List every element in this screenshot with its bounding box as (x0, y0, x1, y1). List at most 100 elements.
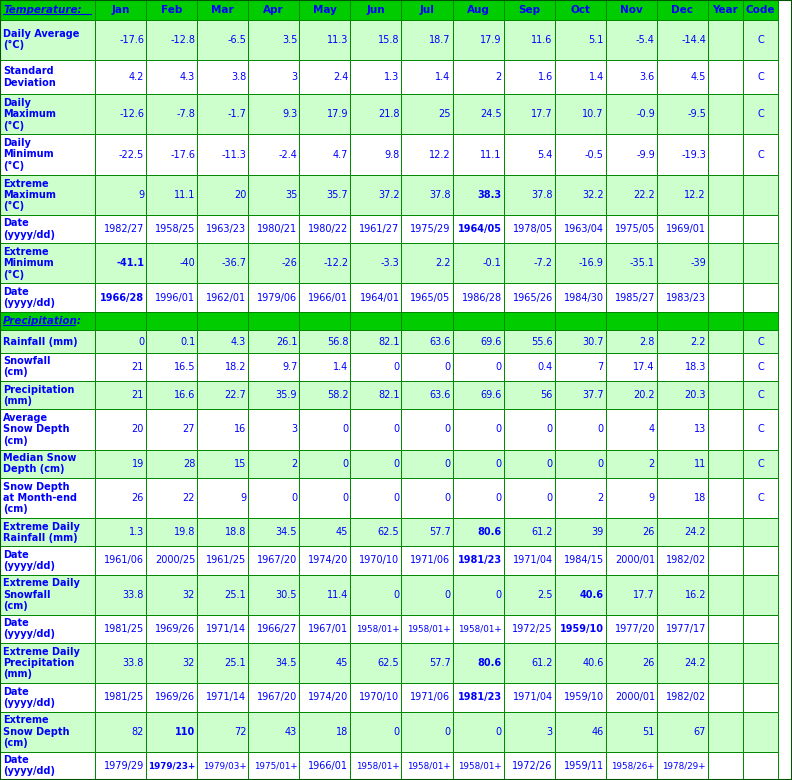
Bar (95, 134, 146, 175)
Bar (248, 449, 299, 478)
Text: 51: 51 (642, 727, 655, 736)
Text: 1977/20: 1977/20 (615, 624, 655, 634)
Text: 2000/01: 2000/01 (615, 693, 655, 702)
Text: Oct: Oct (570, 5, 590, 15)
Bar (248, 0, 299, 20)
Bar (248, 381, 299, 410)
Bar (95, 353, 146, 381)
Bar (350, 575, 402, 615)
Text: 1961/25: 1961/25 (206, 555, 246, 566)
Bar (452, 175, 504, 215)
Bar (197, 283, 248, 312)
Text: 1986/28: 1986/28 (462, 292, 501, 303)
Bar (197, 518, 248, 546)
Text: -36.7: -36.7 (221, 258, 246, 268)
Bar (299, 410, 350, 449)
Bar (606, 410, 657, 449)
Text: 1.3: 1.3 (129, 527, 144, 537)
Text: 0.1: 0.1 (180, 337, 195, 346)
Text: -35.1: -35.1 (630, 258, 655, 268)
Bar (504, 683, 554, 711)
Bar (0, 449, 95, 478)
Bar (95, 410, 146, 449)
Bar (197, 478, 248, 518)
Bar (708, 478, 743, 518)
Text: Feb: Feb (161, 5, 182, 15)
Bar (743, 134, 779, 175)
Text: C: C (757, 459, 764, 469)
Bar (95, 683, 146, 711)
Bar (554, 546, 606, 575)
Bar (606, 518, 657, 546)
Bar (708, 615, 743, 643)
Text: 61.2: 61.2 (531, 658, 553, 668)
Text: -7.2: -7.2 (534, 258, 553, 268)
Text: 3.6: 3.6 (640, 72, 655, 82)
Bar (708, 353, 743, 381)
Bar (248, 410, 299, 449)
Text: 34.5: 34.5 (276, 658, 297, 668)
Text: Daily
Maximum
(°C): Daily Maximum (°C) (3, 98, 56, 130)
Text: 1971/14: 1971/14 (206, 693, 246, 702)
Text: 1958/01+: 1958/01+ (458, 761, 501, 771)
Text: Average
Snow Depth
(cm): Average Snow Depth (cm) (3, 413, 70, 445)
Bar (197, 575, 248, 615)
Text: -5.4: -5.4 (636, 35, 655, 44)
Bar (146, 643, 197, 683)
Text: 1963/04: 1963/04 (564, 224, 604, 234)
Text: 30.7: 30.7 (582, 337, 604, 346)
Bar (743, 683, 779, 711)
Text: 1971/06: 1971/06 (410, 555, 451, 566)
Bar (657, 575, 708, 615)
Text: 1982/02: 1982/02 (666, 555, 706, 566)
Text: 24.2: 24.2 (684, 527, 706, 537)
Text: 1984/30: 1984/30 (564, 292, 604, 303)
Text: Precipitation:: Precipitation: (3, 316, 82, 326)
Text: 2000/01: 2000/01 (615, 555, 655, 566)
Bar (350, 643, 402, 683)
Bar (743, 312, 779, 331)
Text: 2.8: 2.8 (639, 337, 655, 346)
Bar (95, 94, 146, 134)
Bar (452, 20, 504, 60)
Text: 16.5: 16.5 (173, 362, 195, 372)
Bar (248, 331, 299, 353)
Text: -14.4: -14.4 (681, 35, 706, 44)
Text: 1958/01+: 1958/01+ (356, 624, 399, 633)
Bar (0, 60, 95, 94)
Bar (554, 449, 606, 478)
Text: 0: 0 (496, 459, 501, 469)
Text: 0: 0 (394, 459, 399, 469)
Text: 1.3: 1.3 (384, 72, 399, 82)
Bar (657, 518, 708, 546)
Text: -16.9: -16.9 (579, 258, 604, 268)
Text: 82.1: 82.1 (378, 337, 399, 346)
Bar (197, 0, 248, 20)
Bar (350, 711, 402, 752)
Bar (299, 243, 350, 283)
Text: 1963/23: 1963/23 (206, 224, 246, 234)
Text: 1959/10: 1959/10 (560, 624, 604, 634)
Bar (657, 283, 708, 312)
Text: 1996/01: 1996/01 (155, 292, 195, 303)
Text: 24.5: 24.5 (480, 109, 501, 119)
Bar (402, 381, 452, 410)
Text: 40.6: 40.6 (580, 590, 604, 600)
Bar (452, 449, 504, 478)
Bar (95, 215, 146, 243)
Text: 0: 0 (496, 727, 501, 736)
Bar (504, 20, 554, 60)
Bar (554, 410, 606, 449)
Bar (606, 643, 657, 683)
Text: 18: 18 (694, 493, 706, 503)
Bar (743, 94, 779, 134)
Text: 1958/01+: 1958/01+ (356, 761, 399, 771)
Text: 1974/20: 1974/20 (308, 555, 348, 566)
Text: 1974/20: 1974/20 (308, 693, 348, 702)
Text: 0: 0 (496, 362, 501, 372)
Bar (554, 20, 606, 60)
Bar (146, 381, 197, 410)
Bar (606, 134, 657, 175)
Text: 0: 0 (546, 493, 553, 503)
Bar (95, 331, 146, 353)
